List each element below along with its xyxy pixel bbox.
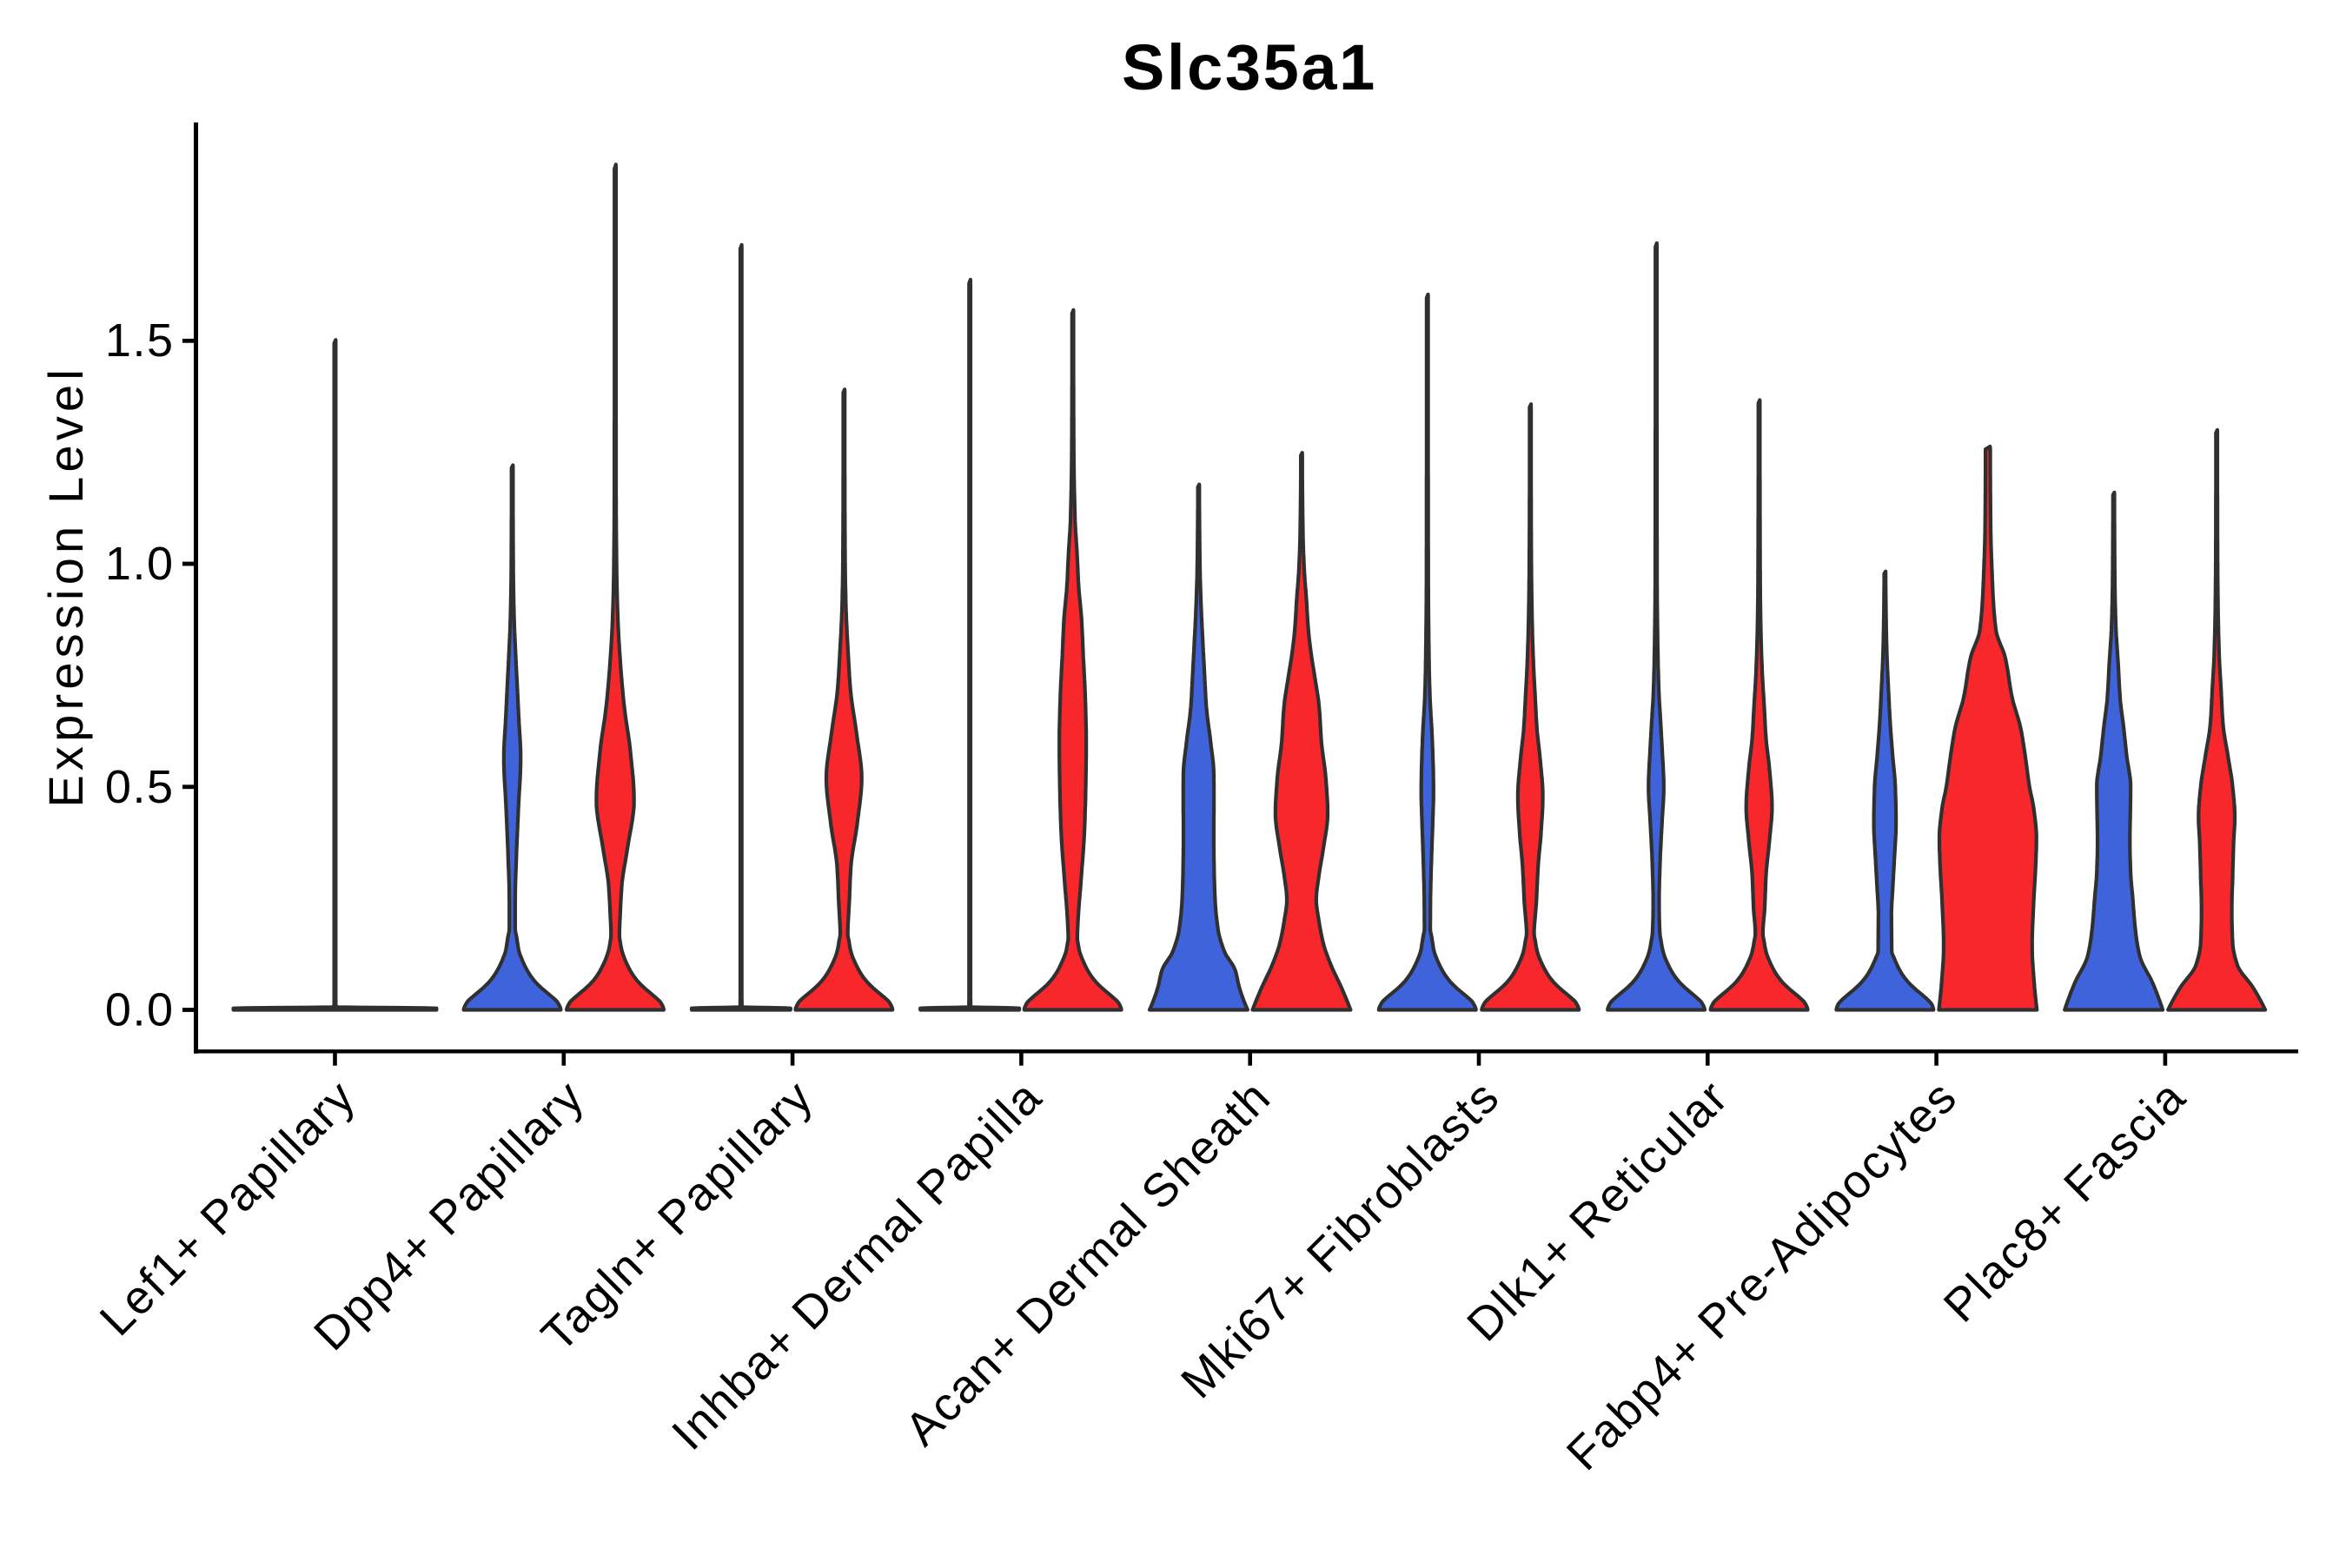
svg-text:0.0: 0.0 [105, 984, 175, 1036]
svg-text:Expression Level: Expression Level [38, 365, 93, 808]
svg-text:1.0: 1.0 [105, 538, 175, 590]
svg-text:0.5: 0.5 [105, 761, 175, 813]
svg-text:1.5: 1.5 [105, 314, 175, 367]
svg-text:Slc35a1: Slc35a1 [1122, 31, 1377, 103]
